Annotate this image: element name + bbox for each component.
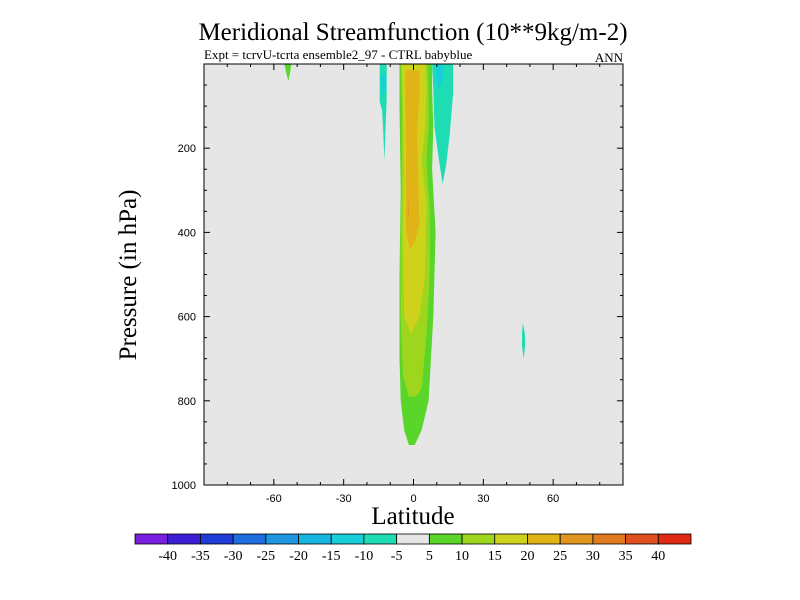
colorbar-box [330, 533, 365, 545]
colorbar-box [592, 533, 626, 545]
x-tick-label: -60 [266, 493, 282, 505]
y-tick-label: 400 [178, 227, 196, 239]
x-axis-label: Latitude [371, 503, 454, 530]
colorbar-box [396, 533, 430, 545]
y-tick-label: 1000 [172, 480, 196, 492]
y-axis-label: Pressure (in hPa) [115, 190, 142, 361]
contour-fields [284, 64, 526, 445]
chart-title: Meridional Streamfunction (10**9kg/m-2) [198, 19, 627, 46]
colorbar-label: 20 [520, 549, 534, 564]
contour-positive-cell-level-20 [405, 70, 420, 250]
colorbar-label: 35 [619, 549, 633, 564]
colorbar-label: 5 [426, 549, 433, 564]
colorbar-box [527, 533, 561, 545]
colorbar-box [363, 533, 398, 545]
colorbar-label: -20 [289, 549, 308, 564]
colorbar-label: 15 [488, 549, 502, 564]
colorbar: -40 -35 -30 -25 -20 -15 -10 -5 5 10 15 20 25 30 35 40 [134, 533, 692, 564]
contour-small-negative-blob [522, 322, 526, 359]
colorbar-box [559, 533, 594, 545]
colorbar-box [657, 533, 692, 545]
chart-subtitle: Expt = tcrvU-tcrta ensemble2_97 - CTRL b… [204, 47, 472, 62]
colorbar-label: -5 [391, 549, 403, 564]
x-tick-label: 30 [477, 493, 489, 505]
colorbar-label: 25 [553, 549, 567, 564]
colorbar-label: -10 [355, 549, 374, 564]
colorbar-box [265, 533, 299, 545]
contour-southern-negative-cell-level-10 [380, 74, 386, 96]
y-tick-label: 600 [178, 312, 196, 324]
contour-small-positive-blob [284, 64, 292, 81]
colorbar-box [232, 533, 267, 545]
colorbar-label: 10 [455, 549, 469, 564]
colorbar-label: -35 [191, 549, 210, 564]
contour-northern-negative-cell-level-5 [432, 64, 454, 184]
axis-ticks: -60 -30 0 30 60 200 400 600 800 1000 [172, 64, 623, 505]
colorbar-label: -25 [256, 549, 275, 564]
colorbar-box [298, 533, 332, 545]
y-tick-label: 200 [178, 143, 196, 155]
x-tick-label: 0 [410, 493, 416, 505]
colorbar-box [625, 533, 659, 545]
colorbar-box [461, 533, 496, 545]
colorbar-box [200, 533, 234, 545]
colorbar-label: -15 [322, 549, 341, 564]
x-tick-label: -30 [336, 493, 352, 505]
colorbar-label: 40 [651, 549, 665, 564]
colorbar-box [134, 533, 169, 545]
colorbar-label: -40 [158, 549, 177, 564]
contour-northern-negative-cell-level-10 [435, 64, 444, 90]
colorbar-box [167, 533, 201, 545]
colorbar-label: -30 [224, 549, 243, 564]
season-label: ANN [595, 50, 624, 65]
colorbar-label: 30 [586, 549, 600, 564]
colorbar-box [494, 533, 528, 545]
contour-positive-cell-level-25 [407, 198, 409, 218]
colorbar-box [428, 533, 463, 545]
y-tick-label: 800 [178, 396, 196, 408]
x-tick-label: 60 [547, 493, 559, 505]
